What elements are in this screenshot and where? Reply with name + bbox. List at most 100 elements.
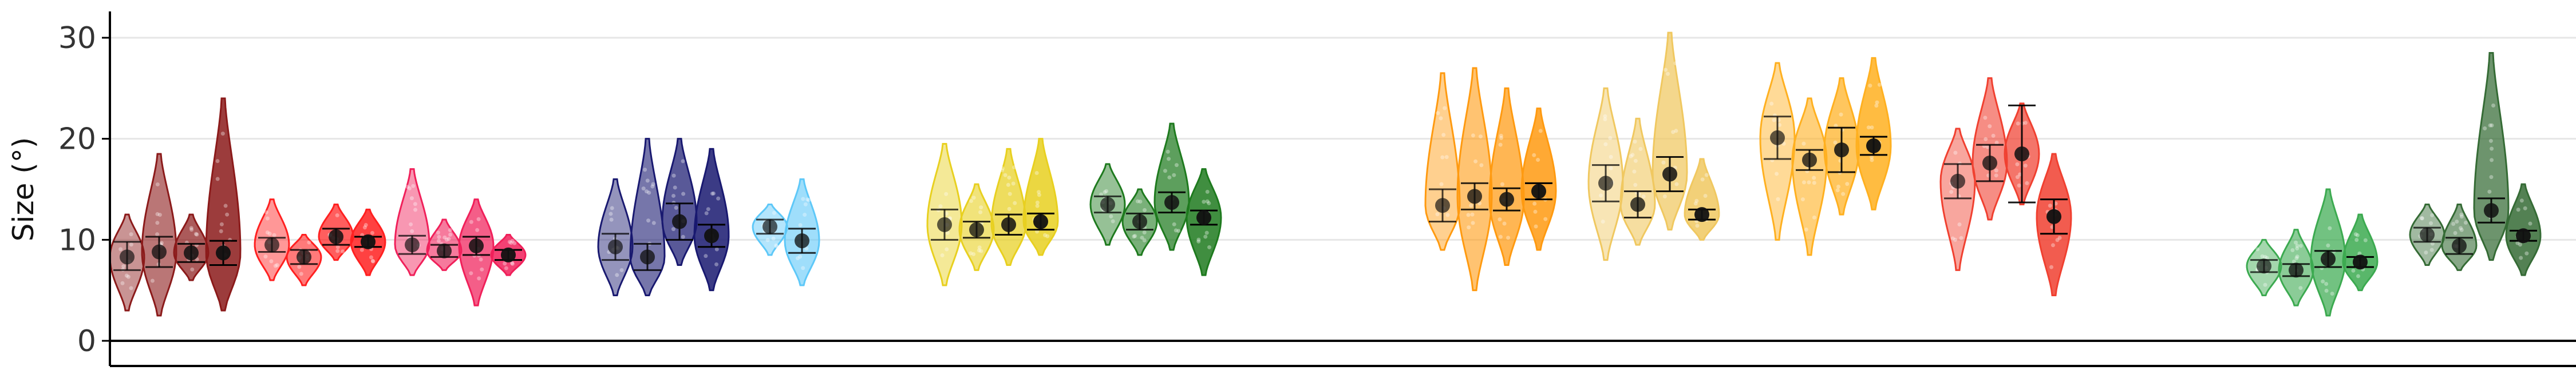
mean-point <box>2516 228 2531 244</box>
data-point <box>2459 228 2464 232</box>
violin <box>1619 117 1656 246</box>
data-point <box>264 210 268 214</box>
data-point <box>436 238 441 243</box>
data-point <box>1694 198 1699 203</box>
mean-point <box>1499 192 1514 207</box>
data-point <box>1772 118 1776 122</box>
data-point <box>1868 83 1872 88</box>
data-point <box>126 274 131 279</box>
data-point <box>1000 166 1005 170</box>
data-point <box>2519 256 2523 260</box>
data-point <box>803 202 808 206</box>
data-point <box>1012 165 1017 170</box>
data-point <box>1609 166 1613 170</box>
data-point <box>1836 184 1841 189</box>
data-point <box>1174 163 1179 168</box>
data-point <box>1949 190 1954 194</box>
data-point <box>2430 213 2435 217</box>
data-point <box>977 245 982 250</box>
data-point <box>2491 103 2496 108</box>
data-point <box>1011 181 1016 186</box>
data-point <box>2490 158 2494 162</box>
violin <box>1424 72 1461 251</box>
data-point <box>2295 254 2300 259</box>
data-point <box>1203 234 1208 239</box>
data-point <box>805 197 810 202</box>
data-point <box>1532 201 1537 206</box>
data-point <box>1665 71 1670 76</box>
data-point <box>2295 246 2300 250</box>
mean-point <box>1598 176 1613 191</box>
data-point <box>503 261 507 266</box>
data-point <box>2516 208 2520 212</box>
data-point <box>1638 146 1643 151</box>
data-point <box>1769 101 1774 106</box>
data-point <box>219 229 223 233</box>
data-point <box>798 254 803 259</box>
violin <box>1456 67 1493 292</box>
data-point <box>807 198 811 202</box>
data-point <box>159 241 164 245</box>
data-point <box>1703 194 1708 198</box>
data-point <box>2023 121 2028 125</box>
data-point <box>1099 192 1104 197</box>
data-point <box>641 186 646 191</box>
data-point <box>1959 236 1963 240</box>
data-point <box>2049 265 2053 269</box>
data-point <box>1467 225 1471 230</box>
violin <box>394 168 430 276</box>
data-point <box>979 205 983 210</box>
data-point <box>267 232 272 236</box>
data-point <box>1104 189 1109 193</box>
data-point <box>448 232 453 237</box>
mean-point <box>795 233 809 249</box>
data-point <box>977 248 981 253</box>
mean-point <box>2353 254 2368 270</box>
data-point <box>509 241 513 245</box>
data-point <box>1777 122 1782 127</box>
data-point <box>2355 233 2360 237</box>
data-point <box>2420 216 2424 221</box>
data-point <box>225 212 230 217</box>
data-point <box>1470 212 1475 217</box>
mean-point <box>1196 210 1211 225</box>
data-point <box>765 238 770 242</box>
data-point <box>1498 142 1503 147</box>
violin <box>1488 87 1525 266</box>
data-point <box>2017 183 2021 188</box>
mean-point <box>469 238 484 253</box>
violin <box>1939 128 1976 271</box>
violin-group <box>1424 67 1557 292</box>
data-point <box>1207 245 1212 249</box>
data-point <box>978 210 983 214</box>
data-point <box>1776 197 1780 201</box>
data-point <box>2263 282 2267 287</box>
violin <box>661 138 698 266</box>
data-point <box>1804 227 1808 232</box>
data-point <box>275 262 279 267</box>
data-point <box>945 230 950 235</box>
data-point <box>1133 234 1137 238</box>
data-point <box>2451 221 2456 226</box>
data-point <box>1473 159 1478 164</box>
data-point <box>1801 141 1806 146</box>
data-point <box>1109 214 1113 218</box>
data-point <box>1471 133 1475 138</box>
data-point <box>335 245 340 249</box>
data-point <box>1674 129 1678 133</box>
mean-point <box>672 214 687 229</box>
data-point <box>307 240 311 245</box>
data-point <box>681 234 685 239</box>
data-point <box>1601 220 1605 224</box>
data-point <box>155 212 160 216</box>
data-point <box>1845 182 1850 186</box>
data-point <box>1142 230 1147 234</box>
data-point <box>710 192 714 196</box>
data-point <box>2420 216 2424 221</box>
data-point <box>1839 112 1843 117</box>
data-point <box>714 247 719 252</box>
data-point <box>410 229 414 233</box>
mean-point <box>2452 238 2467 253</box>
data-point <box>1007 206 1012 211</box>
